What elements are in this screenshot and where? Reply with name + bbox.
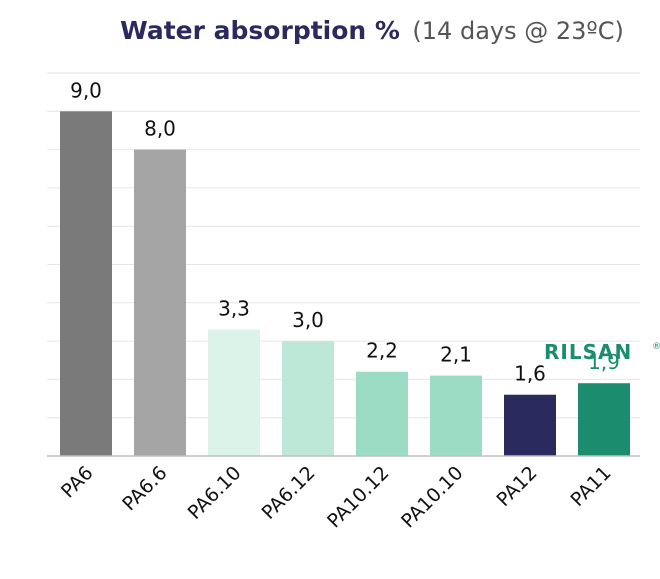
category-label: PA12 <box>492 462 541 511</box>
value-label: 1,6 <box>514 362 546 386</box>
chart-subtitle: (14 days @ 23ºC) <box>412 17 623 45</box>
bar-pa6-6 <box>134 149 186 456</box>
value-label: 2,2 <box>366 339 398 363</box>
value-label: 8,0 <box>144 117 176 141</box>
rilsan-logo: RILSAN ® <box>544 340 660 364</box>
bar-pa6-12 <box>282 341 334 456</box>
value-label: 3,0 <box>292 308 324 332</box>
chart-title: Water absorption % (14 days @ 23ºC) <box>120 16 624 45</box>
category-label: PA6.12 <box>258 462 320 524</box>
bar-pa10-10 <box>430 375 482 456</box>
rilsan-logo-registered: ® <box>652 342 660 352</box>
bar-pa6-10 <box>208 329 260 456</box>
bar-pa6 <box>60 111 112 457</box>
category-label: PA10.10 <box>397 462 467 532</box>
bar-pa12 <box>504 394 556 456</box>
category-label: PA11 <box>566 462 615 511</box>
bars <box>60 111 630 457</box>
rilsan-logo-text: RILSAN <box>544 340 632 364</box>
category-label: PA6.10 <box>184 462 246 524</box>
category-label: PA10.12 <box>323 462 393 532</box>
bar-pa10-12 <box>356 371 408 456</box>
value-label: 1,9 <box>588 350 620 374</box>
value-labels: 9,0 8,0 3,3 3,0 2,2 2,1 1,6 1,9 <box>70 78 620 385</box>
bar-pa11 <box>578 383 630 456</box>
value-label: 3,3 <box>218 297 250 321</box>
category-label: PA6 <box>57 462 98 503</box>
category-label: PA6.6 <box>118 462 171 515</box>
chart-title-main: Water absorption % <box>120 16 400 45</box>
category-labels: PA6 PA6.6 PA6.10 PA6.12 PA10.12 PA10.10 PA12 PA… <box>57 462 616 532</box>
value-label: 9,0 <box>70 78 102 102</box>
value-label: 2,1 <box>440 343 472 367</box>
